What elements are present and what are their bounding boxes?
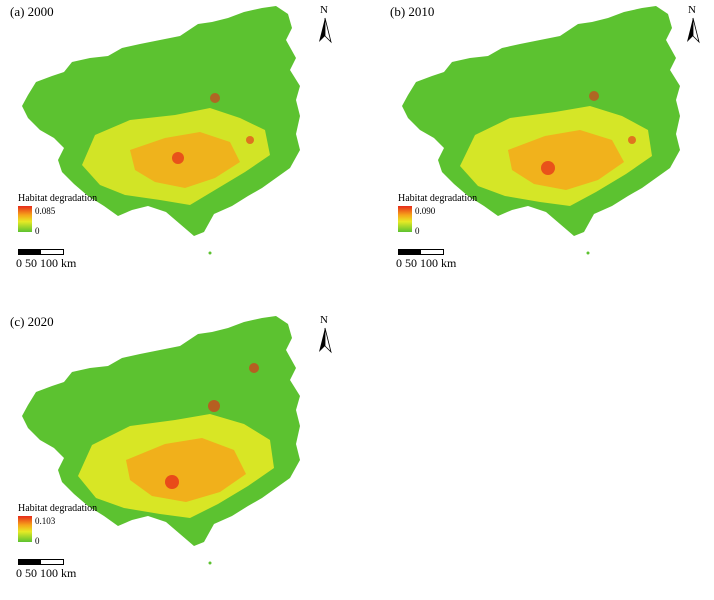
degradation-hotspot (249, 363, 259, 373)
legend-title: Habitat degradation (18, 503, 98, 514)
legend-min: 0 (35, 226, 40, 236)
north-label: N (320, 314, 328, 326)
legend-color-ramp (18, 206, 32, 232)
degradation-hotspot (246, 136, 254, 144)
legend: Habitat degradation 0.090 0 (398, 193, 478, 236)
north-arrow-icon: N (683, 4, 705, 46)
habitat-map (22, 6, 300, 255)
north-label: N (320, 4, 328, 16)
degradation-zone-high (508, 130, 624, 190)
north-arrow-icon: N (315, 4, 337, 46)
legend-max: 0.090 (415, 206, 436, 216)
degradation-hotspot (628, 136, 636, 144)
island (208, 251, 212, 255)
legend-title: Habitat degradation (18, 193, 98, 204)
north-arrow-icon: N (315, 314, 337, 356)
island (586, 251, 590, 255)
legend-color-ramp (18, 516, 32, 542)
scale-bar (18, 559, 64, 565)
legend-min: 0 (35, 536, 40, 546)
degradation-hotspot (210, 93, 220, 103)
degradation-hotspot (541, 161, 555, 175)
panel-title: (b) 2010 (390, 4, 435, 19)
scale-labels: 0 50 100 km (396, 256, 457, 270)
panel-title: (c) 2020 (10, 314, 54, 329)
degradation-hotspot (172, 152, 184, 164)
map-panel-2000: (a) 2000 N Habitat degradation 0.085 0 0… (0, 0, 357, 290)
legend-title: Habitat degradation (398, 193, 478, 204)
scale-labels: 0 50 100 km (16, 256, 77, 270)
degradation-hotspot (165, 475, 179, 489)
legend: Habitat degradation 0.085 0 (18, 193, 98, 236)
degradation-hotspot (208, 400, 220, 412)
island (208, 561, 212, 565)
scale-bar (18, 249, 64, 255)
degradation-zone-high (126, 438, 246, 502)
panel-title: (a) 2000 (10, 4, 54, 19)
legend-max: 0.085 (35, 206, 56, 216)
map-panel-2010: (b) 2010 N Habitat degradation 0.090 0 0… (380, 0, 714, 290)
scale-labels: 0 50 100 km (16, 566, 77, 580)
map-panel-2020: (c) 2020 N Habitat degradation 0.103 0 0… (0, 310, 357, 600)
legend-color-ramp (398, 206, 412, 232)
legend: Habitat degradation 0.103 0 (18, 503, 98, 546)
degradation-zone-high (130, 132, 240, 188)
habitat-map (22, 316, 300, 565)
degradation-hotspot (589, 91, 599, 101)
legend-min: 0 (415, 226, 420, 236)
scale-bar (398, 249, 444, 255)
habitat-map (402, 6, 680, 255)
north-label: N (688, 4, 696, 16)
legend-max: 0.103 (35, 516, 56, 526)
